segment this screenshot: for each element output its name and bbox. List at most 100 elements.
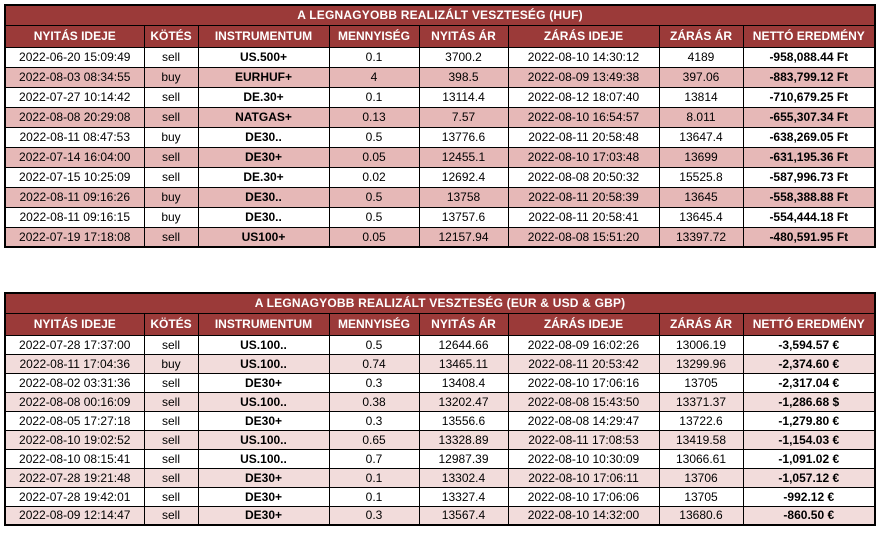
cell: DE30+ — [197, 467, 330, 488]
cell: 12157.94 — [418, 226, 509, 248]
column-header: NYITÁS ÁR — [418, 312, 509, 336]
cell: 2022-08-10 17:06:06 — [507, 486, 660, 507]
cell: 13705 — [658, 372, 744, 393]
cell: 13419.58 — [658, 429, 744, 450]
cell: 2022-07-27 10:14:42 — [4, 86, 145, 108]
cell: DE30.. — [197, 126, 330, 148]
cell: 13776.6 — [418, 126, 509, 148]
cell: DE30.. — [197, 206, 330, 228]
table-row: 2022-08-11 17:04:36 buy US.100.. 0.74 13465.… — [4, 353, 876, 374]
cell: -1,057.12 € — [742, 467, 876, 488]
cell: -2,374.60 € — [742, 353, 876, 374]
table-largest-losses-huf: A LEGNAGYOBB REALIZÁLT VESZTESÉG (HUF) N… — [4, 4, 877, 248]
cell: 4189 — [658, 46, 744, 68]
cell: 2022-08-09 13:49:38 — [507, 66, 660, 88]
column-header: MENNYISÉG — [328, 312, 420, 336]
cell: 2022-08-12 18:07:40 — [507, 86, 660, 108]
cell: 13066.61 — [658, 448, 744, 469]
cell: 2022-08-10 14:30:12 — [507, 46, 660, 68]
cell: 2022-08-08 20:50:32 — [507, 166, 660, 188]
table-row: 2022-08-03 08:34:55 buy EURHUF+ 4 398.5 2022-… — [4, 66, 876, 88]
cell: 13114.4 — [418, 86, 509, 108]
table-row: 2022-07-28 19:42:01 sell DE30+ 0.1 13327.4 20… — [4, 486, 876, 507]
cell: 0.38 — [328, 391, 420, 412]
cell: 2022-07-28 19:42:01 — [4, 486, 145, 507]
cell: US100+ — [197, 226, 330, 248]
cell: 13006.19 — [658, 334, 744, 355]
cell: 13647.4 — [658, 126, 744, 148]
cell: 15525.8 — [658, 166, 744, 188]
cell: 397.06 — [658, 66, 744, 88]
column-header: NETTÓ EREDMÉNY — [742, 312, 876, 336]
cell: 2022-07-28 19:21:48 — [4, 467, 145, 488]
cell: 13814 — [658, 86, 744, 108]
cell: 13302.4 — [418, 467, 509, 488]
cell: 13758 — [418, 186, 509, 208]
cell: buy — [143, 353, 199, 374]
cell: -1,286.68 $ — [742, 391, 876, 412]
cell: 2022-08-03 08:34:55 — [4, 66, 145, 88]
cell: sell — [143, 226, 199, 248]
table-row: 2022-08-10 19:02:52 sell US.100.. 0.65 13328… — [4, 429, 876, 450]
cell: DE30+ — [197, 372, 330, 393]
table-largest-losses-eur-usd-gbp: A LEGNAGYOBB REALIZÁLT VESZTESÉG (EUR & … — [4, 292, 877, 526]
cell: 0.05 — [328, 146, 420, 168]
cell: 2022-08-08 14:29:47 — [507, 410, 660, 431]
cell: 2022-07-14 16:04:00 — [4, 146, 145, 168]
cell: 2022-07-28 17:37:00 — [4, 334, 145, 355]
cell: sell — [143, 410, 199, 431]
table-row: 2022-08-11 09:16:26 buy DE30.. 0.5 13758 2022… — [4, 186, 876, 208]
table-row: 2022-07-14 16:04:00 sell DE30+ 0.05 12455.1 2… — [4, 146, 876, 168]
cell: DE30.. — [197, 186, 330, 208]
table-row: 2022-07-19 17:18:08 sell US100+ 0.05 12157.9… — [4, 226, 876, 248]
cell: -1,279.80 € — [742, 410, 876, 431]
cell: 12692.4 — [418, 166, 509, 188]
cell: 2022-08-05 17:27:18 — [4, 410, 145, 431]
column-header: ZÁRÁS ÁR — [658, 312, 744, 336]
cell: 2022-08-11 17:08:53 — [507, 429, 660, 450]
cell: sell — [143, 505, 199, 526]
cell: 2022-08-11 17:04:36 — [4, 353, 145, 374]
cell: DE30+ — [197, 410, 330, 431]
table-row: 2022-08-11 09:16:15 buy DE30.. 0.5 13757.6 20… — [4, 206, 876, 228]
cell: 2022-08-11 20:58:39 — [507, 186, 660, 208]
cell: -883,799.12 Ft — [742, 66, 876, 88]
column-header: MENNYISÉG — [328, 24, 420, 48]
cell: 12455.1 — [418, 146, 509, 168]
column-header: ZÁRÁS ÁR — [658, 24, 744, 48]
cell: 2022-08-10 08:15:41 — [4, 448, 145, 469]
cell: US.100.. — [197, 353, 330, 374]
cell: sell — [143, 86, 199, 108]
cell: 13706 — [658, 467, 744, 488]
cell: buy — [143, 66, 199, 88]
cell: US.500+ — [197, 46, 330, 68]
cell: -631,195.36 Ft — [742, 146, 876, 168]
column-header: NYITÁS ÁR — [418, 24, 509, 48]
cell: 13556.6 — [418, 410, 509, 431]
cell: 0.74 — [328, 353, 420, 374]
cell: 13567.4 — [418, 505, 509, 526]
cell: DE30+ — [197, 146, 330, 168]
cell: 0.65 — [328, 429, 420, 450]
cell: 2022-08-10 17:06:16 — [507, 372, 660, 393]
column-header: INSTRUMENTUM — [197, 24, 330, 48]
cell: 13327.4 — [418, 486, 509, 507]
cell: US.100.. — [197, 448, 330, 469]
cell: 2022-08-08 00:16:09 — [4, 391, 145, 412]
cell: 2022-08-11 08:47:53 — [4, 126, 145, 148]
column-header: NYITÁS IDEJE — [4, 312, 145, 336]
cell: 7.57 — [418, 106, 509, 128]
cell: -655,307.34 Ft — [742, 106, 876, 128]
cell: 2022-08-09 16:02:26 — [507, 334, 660, 355]
cell: 0.5 — [328, 334, 420, 355]
cell: -587,996.73 Ft — [742, 166, 876, 188]
cell: 2022-08-11 20:58:48 — [507, 126, 660, 148]
cell: 2022-08-11 20:58:41 — [507, 206, 660, 228]
table-title-eur-usd-gbp: A LEGNAGYOBB REALIZÁLT VESZTESÉG (EUR & … — [4, 292, 876, 314]
table-body-huf: 2022-06-20 15:09:49 sell US.500+ 0.1 3700.2 2… — [4, 46, 876, 248]
cell: US.100.. — [197, 429, 330, 450]
cell: US.100.. — [197, 334, 330, 355]
cell: 13645.4 — [658, 206, 744, 228]
cell: 13705 — [658, 486, 744, 507]
cell: 2022-08-10 14:32:00 — [507, 505, 660, 526]
